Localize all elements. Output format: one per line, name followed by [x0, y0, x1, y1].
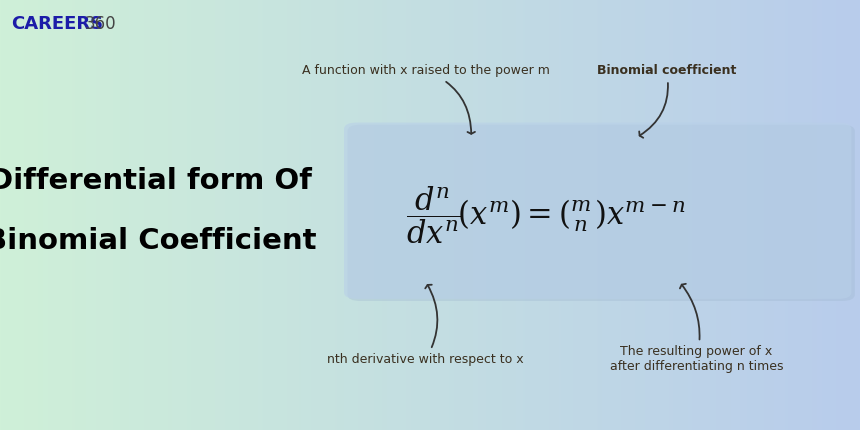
FancyBboxPatch shape: [344, 123, 851, 299]
Text: nth derivative with respect to x: nth derivative with respect to x: [328, 285, 524, 366]
Text: Binomial Coefficient: Binomial Coefficient: [0, 227, 316, 255]
Text: The resulting power of x
after differentiating n times: The resulting power of x after different…: [610, 284, 783, 373]
Text: Binomial coefficient: Binomial coefficient: [597, 64, 736, 138]
Text: $\dfrac{d^{n}}{dx^{n}}\!\left(x^{m}\right) = \binom{m}{n}x^{m-n}$: $\dfrac{d^{n}}{dx^{n}}\!\left(x^{m}\righ…: [407, 184, 685, 246]
Text: A function with x raised to the power m: A function with x raised to the power m: [302, 64, 550, 134]
Text: CAREERS: CAREERS: [11, 15, 103, 33]
Text: Differential form Of: Differential form Of: [0, 166, 312, 195]
Text: 360: 360: [84, 15, 116, 33]
FancyBboxPatch shape: [347, 125, 855, 301]
